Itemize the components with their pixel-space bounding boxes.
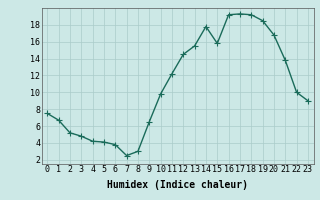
X-axis label: Humidex (Indice chaleur): Humidex (Indice chaleur): [107, 180, 248, 190]
